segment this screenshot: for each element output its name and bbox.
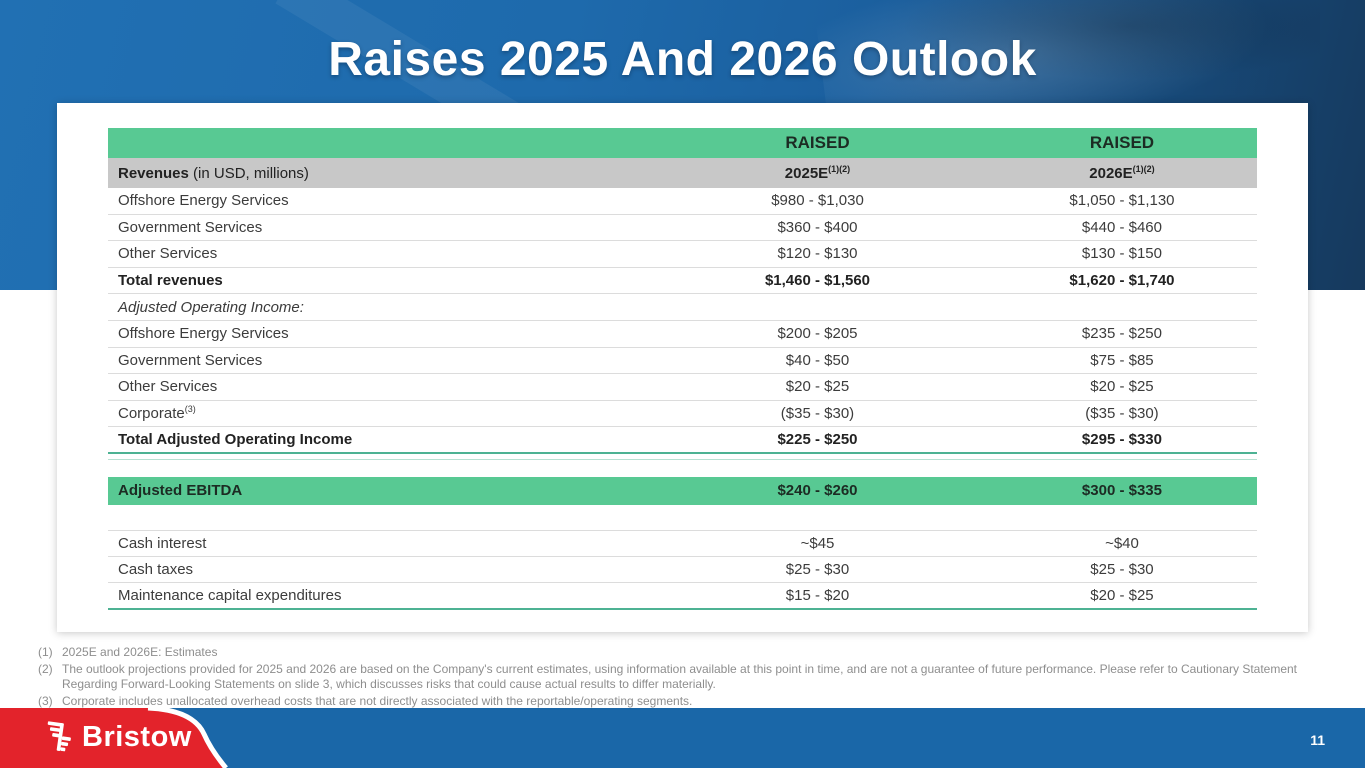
row-value-2025: $120 - $130 xyxy=(777,245,858,263)
revenues-label: Revenues (in USD, millions) xyxy=(108,165,648,182)
helicopter-background-shadow xyxy=(900,0,1320,80)
table-row: Offshore Energy Services $200 - $205 $235 … xyxy=(108,321,1257,348)
row-value-2026: $235 - $250 xyxy=(1081,325,1162,343)
row-label: Offshore Energy Services xyxy=(118,325,289,343)
table-row: Government Services $360 - $400 $440 - $46… xyxy=(108,215,1257,242)
column-2025e: 2025E(1)(2) xyxy=(784,163,851,182)
row-value-2025: $200 - $205 xyxy=(777,325,858,343)
footnote-ref: (1)(2) xyxy=(828,163,851,174)
table-spacer xyxy=(108,460,1257,477)
outlook-table-card: RAISED RAISED Revenues (in USD, millions… xyxy=(57,103,1308,632)
bristow-wordmark: Bristow xyxy=(82,720,192,753)
table-row: Offshore Energy Services $980 - $1,030 $1,… xyxy=(108,188,1257,215)
row-value-2026: $25 - $30 xyxy=(1090,560,1154,578)
table-row: Government Services $40 - $50 $75 - $85 xyxy=(108,348,1257,375)
footnote-ref: (3) xyxy=(184,404,196,415)
footnote-number: (2) xyxy=(38,661,53,676)
row-value-2025: $15 - $20 xyxy=(785,586,850,604)
row-value-2025: ($35 - $30) xyxy=(780,405,855,423)
row-label: Other Services xyxy=(118,378,218,396)
row-value-2026: $300 - $335 xyxy=(1081,482,1162,500)
row-value-2026: $295 - $330 xyxy=(1081,431,1162,449)
header-raised-2026: RAISED xyxy=(1089,133,1155,152)
bristow-rotor-icon xyxy=(47,721,71,752)
row-value-2025: $240 - $260 xyxy=(777,482,858,500)
footnote-number: (3) xyxy=(38,693,53,708)
revenues-label-bold: Revenues xyxy=(118,164,189,182)
row-value-2025: $225 - $250 xyxy=(777,431,858,449)
table-spacer xyxy=(108,505,1257,530)
row-label: Total revenues xyxy=(118,272,223,290)
row-value-2026: $20 - $25 xyxy=(1090,378,1154,396)
row-value-2026: ~$40 xyxy=(1105,534,1139,552)
ebitda-highlight-row: Adjusted EBITDA $240 - $260 $300 - $335 xyxy=(108,476,1257,505)
table-row: Other Services $120 - $130 $130 - $150 xyxy=(108,241,1257,268)
header-raised-2025: RAISED xyxy=(785,133,850,152)
row-value-2025: ~$45 xyxy=(800,534,835,552)
row-value-2025: $20 - $25 xyxy=(785,378,850,396)
table-spacer xyxy=(108,454,1257,460)
table-subheader-row: Revenues (in USD, millions) 2025E(1)(2) … xyxy=(108,158,1257,188)
page-number: 11 xyxy=(1310,732,1325,748)
row-label: Corporate(3) xyxy=(118,404,196,423)
slide-title: Raises 2025 And 2026 Outlook xyxy=(328,33,1037,86)
table-row: Total revenues $1,460 - $1,560 $1,620 - $1… xyxy=(108,268,1257,295)
row-value-2025: $40 - $50 xyxy=(785,351,850,369)
row-label: Offshore Energy Services xyxy=(118,192,289,210)
table-row: Other Services $20 - $25 $20 - $25 xyxy=(108,374,1257,401)
row-label: Adjusted Operating Income: xyxy=(118,298,304,316)
footnote-ref: (1)(2) xyxy=(1132,163,1155,174)
footnote-item: (1) 2025E and 2026E: Estimates xyxy=(38,645,1330,661)
row-value-2026: $20 - $25 xyxy=(1090,586,1154,604)
footnote-text: The outlook projections provided for 202… xyxy=(62,661,1298,692)
footnotes: (1) 2025E and 2026E: Estimates (2) The outl… xyxy=(38,645,1330,710)
footnote-text: Corporate includes unallocated overhead … xyxy=(62,693,693,708)
table-row: Total Adjusted Operating Income $225 - $2… xyxy=(108,427,1257,454)
row-label: Cash taxes xyxy=(118,560,194,578)
row-value-2025: $980 - $1,030 xyxy=(771,192,864,210)
table-row: Adjusted Operating Income: xyxy=(108,294,1257,321)
row-value-2026: ($35 - $30) xyxy=(1085,405,1159,423)
footnote-item: (2) The outlook projections provided for … xyxy=(38,662,1330,693)
table-row: Corporate(3) ($35 - $30) ($35 - $30) xyxy=(108,401,1257,428)
row-label: Government Services xyxy=(118,351,263,369)
row-label: Cash interest xyxy=(118,534,207,552)
footnote-text: 2025E and 2026E: Estimates xyxy=(62,645,218,659)
table-row: Maintenance capital expenditures $15 - $2… xyxy=(108,583,1257,610)
row-value-2025: $1,460 - $1,560 xyxy=(764,272,871,290)
footnote-item: (3) Corporate includes unallocated overhe… xyxy=(38,694,1330,710)
row-value-2026: $1,050 - $1,130 xyxy=(1069,192,1175,210)
row-value-2026: $1,620 - $1,740 xyxy=(1069,272,1175,290)
column-2026e: 2026E(1)(2) xyxy=(1089,163,1155,182)
footnote-number: (1) xyxy=(38,645,53,659)
row-label: Adjusted EBITDA xyxy=(118,482,243,500)
row-value-2026: $440 - $460 xyxy=(1081,218,1162,236)
row-label: Government Services xyxy=(118,218,263,236)
row-value-2025: $360 - $400 xyxy=(777,218,858,236)
table-row: Cash interest ~$45 ~$40 xyxy=(108,529,1257,557)
row-value-2026: $130 - $150 xyxy=(1081,245,1162,263)
row-label: Maintenance capital expenditures xyxy=(118,586,342,604)
footer-bar: Bristow 11 xyxy=(0,708,1365,768)
table-header-row: RAISED RAISED xyxy=(108,128,1257,158)
row-label: Total Adjusted Operating Income xyxy=(118,431,353,449)
row-value-2026: $75 - $85 xyxy=(1090,351,1154,369)
row-label: Other Services xyxy=(118,245,218,263)
revenues-label-units: (in USD, millions) xyxy=(188,164,309,182)
bristow-logo: Bristow xyxy=(46,719,192,755)
table-row: Cash taxes $25 - $30 $25 - $30 xyxy=(108,557,1257,584)
row-value-2025: $25 - $30 xyxy=(785,560,850,578)
table-body: Offshore Energy Services $980 - $1,030 $1,… xyxy=(108,188,1257,610)
